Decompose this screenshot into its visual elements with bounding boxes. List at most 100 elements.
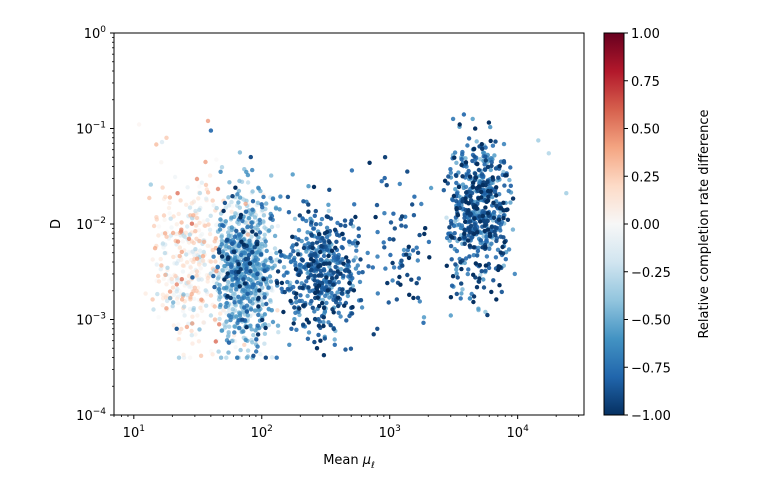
data-point — [426, 239, 432, 245]
data-point — [492, 190, 498, 195]
data-point — [474, 285, 480, 290]
data-point — [409, 277, 414, 282]
data-point — [163, 272, 168, 278]
data-point — [164, 282, 169, 287]
data-point — [212, 304, 217, 309]
data-point — [195, 313, 200, 318]
data-point — [483, 158, 488, 163]
data-point — [220, 223, 225, 228]
data-point — [350, 305, 355, 310]
data-point — [454, 248, 460, 254]
data-point — [252, 215, 258, 220]
data-point — [268, 298, 273, 303]
data-point — [496, 217, 502, 222]
data-point — [177, 253, 182, 259]
data-point — [236, 188, 242, 194]
data-point — [162, 217, 167, 222]
data-point — [160, 241, 166, 246]
data-point — [472, 216, 477, 221]
data-point — [226, 195, 231, 200]
data-point — [261, 194, 266, 200]
data-point — [459, 162, 464, 168]
data-point — [188, 265, 193, 270]
data-point — [151, 307, 156, 312]
data-point — [219, 328, 225, 333]
data-point — [231, 249, 237, 254]
data-point — [208, 213, 213, 218]
data-point — [329, 290, 334, 296]
data-point — [319, 243, 324, 249]
data-point — [219, 238, 225, 243]
data-point — [262, 225, 267, 230]
data-point — [214, 205, 219, 211]
data-point — [218, 169, 223, 174]
colorbar-tick-label: 0.50 — [631, 123, 660, 138]
data-point — [343, 223, 348, 228]
data-point — [296, 252, 301, 257]
data-point — [152, 246, 158, 251]
data-point — [205, 190, 211, 195]
data-point — [324, 258, 330, 263]
data-point — [281, 265, 287, 270]
data-point — [546, 151, 551, 156]
data-point — [324, 275, 329, 280]
data-point — [147, 195, 152, 201]
data-point — [262, 232, 267, 237]
data-point — [301, 303, 306, 308]
data-point — [260, 317, 265, 323]
data-point — [218, 302, 223, 308]
data-point — [136, 122, 142, 127]
data-point — [219, 254, 225, 259]
data-point — [326, 208, 331, 214]
data-point — [305, 336, 311, 341]
data-point — [338, 314, 343, 319]
data-point — [463, 196, 468, 201]
data-point — [203, 159, 208, 165]
data-point — [246, 276, 251, 282]
data-point — [391, 265, 397, 270]
data-point — [488, 167, 493, 173]
data-point — [494, 203, 499, 208]
data-point — [403, 224, 408, 229]
data-point — [242, 305, 247, 310]
data-point — [174, 326, 179, 331]
data-point — [471, 294, 477, 299]
data-point — [252, 258, 257, 263]
data-point — [233, 211, 238, 216]
data-point — [400, 263, 405, 268]
data-point — [492, 153, 497, 158]
data-point — [493, 255, 499, 260]
data-point — [496, 267, 501, 273]
data-point — [352, 202, 357, 207]
data-point — [269, 173, 274, 178]
data-point — [268, 279, 274, 284]
data-point — [225, 271, 230, 276]
data-point — [375, 254, 380, 259]
data-point — [217, 250, 222, 255]
data-point — [176, 336, 182, 342]
data-point — [318, 249, 323, 255]
data-point — [214, 157, 219, 162]
data-point — [242, 250, 248, 256]
data-point — [383, 266, 388, 271]
data-point — [167, 289, 173, 294]
data-point — [269, 355, 275, 360]
data-point — [324, 300, 329, 306]
data-point — [315, 235, 320, 240]
data-point — [262, 295, 267, 300]
data-point — [281, 309, 286, 315]
data-point — [194, 256, 200, 261]
data-point — [485, 227, 491, 232]
data-point — [446, 174, 451, 179]
data-point — [189, 292, 194, 297]
data-point — [473, 175, 479, 180]
data-point — [415, 295, 421, 300]
data-point — [327, 240, 332, 245]
data-point — [200, 258, 206, 263]
data-point — [215, 186, 221, 192]
data-point — [170, 230, 176, 236]
data-point — [182, 313, 187, 318]
data-point — [417, 299, 422, 304]
data-point — [255, 344, 260, 349]
data-point — [316, 323, 322, 328]
